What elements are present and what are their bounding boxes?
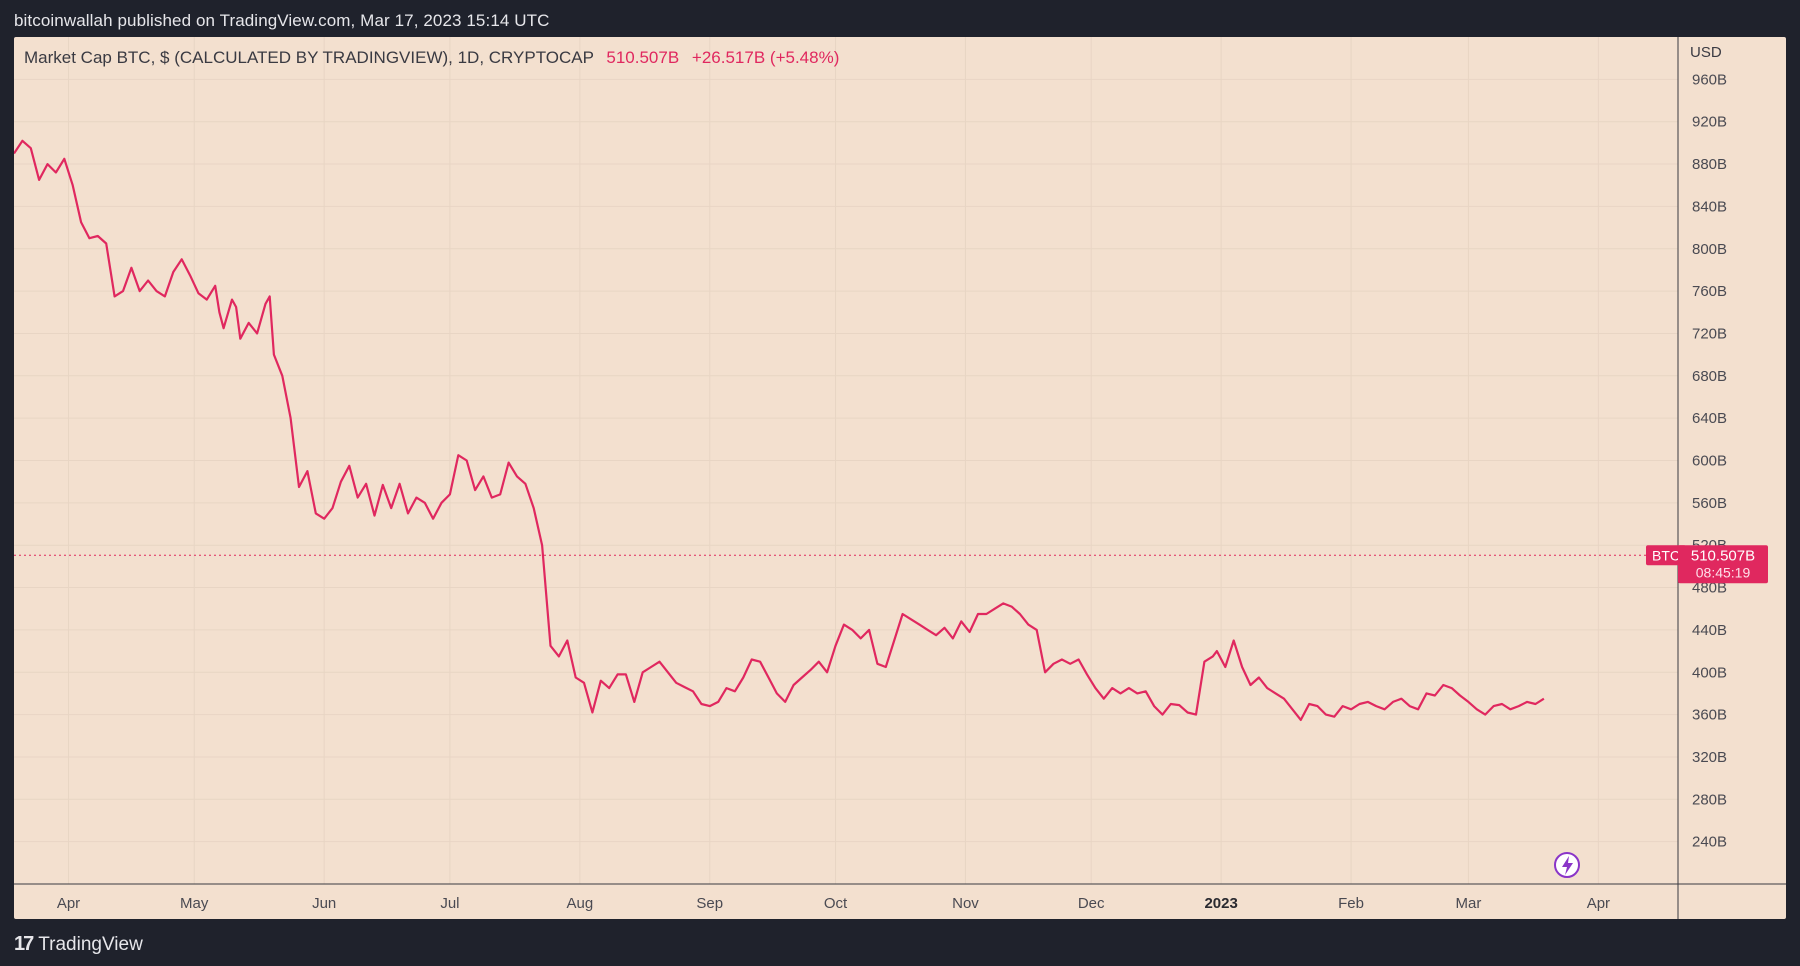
y-tick-label: 920B [1692,114,1727,131]
x-tick-label: Oct [824,895,848,912]
x-tick-label: Aug [566,895,593,912]
x-tick-label: Nov [952,895,979,912]
price-axis-value: 510.507B [1691,547,1755,564]
x-tick-label: 2023 [1204,895,1237,912]
chart-axes: 240B280B320B360B400B440B480B520B560B600B… [14,37,1786,919]
y-axis-unit: USD [1690,44,1722,61]
y-tick-label: 440B [1692,622,1727,639]
x-tick-label: Jun [312,895,336,912]
price-axis-countdown: 08:45:19 [1696,564,1751,580]
ticker-tag-label: BTC [1652,547,1680,563]
chart-area[interactable]: 240B280B320B360B400B440B480B520B560B600B… [14,37,1786,919]
published-banner: bitcoinwallah published on TradingView.c… [14,11,550,30]
x-tick-label: Apr [1587,895,1610,912]
legend-price: 510.507B [606,48,680,67]
y-tick-label: 360B [1692,707,1727,724]
x-tick-label: Jul [440,895,459,912]
series-line-btc [14,139,1545,721]
tradingview-logo-icon: 17 [14,933,34,955]
price-chart[interactable]: 240B280B320B360B400B440B480B520B560B600B… [14,37,1786,919]
x-tick-label: Apr [57,895,80,912]
x-tick-label: Sep [696,895,723,912]
y-tick-label: 880B [1692,156,1727,173]
ticker-tag [1646,545,1686,566]
legend-change: +26.517B (+5.48%) [691,48,840,67]
tradingview-logo[interactable]: 17 TradingView [14,933,143,956]
tradingview-brand: TradingView [38,933,143,955]
y-tick-label: 400B [1692,664,1727,681]
y-tick-label: 800B [1692,241,1727,258]
y-tick-label: 680B [1692,368,1727,385]
y-tick-label: 840B [1692,198,1727,215]
y-tick-label: 240B [1692,834,1727,851]
price-axis-tag [1678,545,1768,584]
chart-grid [14,37,1678,884]
series-layer [14,139,1545,721]
y-tick-label: 480B [1692,580,1727,597]
x-tick-label: Feb [1338,895,1364,912]
y-tick-label: 760B [1692,283,1727,300]
x-tick-label: Dec [1078,895,1105,912]
y-tick-label: 280B [1692,791,1727,808]
y-tick-label: 320B [1692,749,1727,766]
lightning-icon-bolt [1562,856,1573,875]
y-tick-label: 560B [1692,495,1727,512]
chart-legend[interactable]: Market Cap BTC, $ (CALCULATED BY TRADING… [24,48,839,68]
x-tick-label: Mar [1456,895,1482,912]
legend-symbol: Market Cap BTC, $ (CALCULATED BY TRADING… [24,48,594,67]
y-tick-label: 720B [1692,325,1727,342]
y-tick-label: 600B [1692,453,1727,470]
x-tick-label: May [180,895,209,912]
y-tick-label: 960B [1692,71,1727,88]
y-tick-label: 640B [1692,410,1727,427]
